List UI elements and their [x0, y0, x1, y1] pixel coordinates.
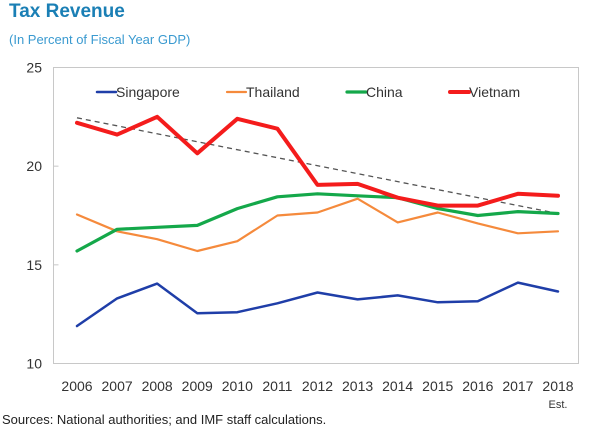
- series-layer: [75, 114, 560, 328]
- x-tick-note: Est.: [549, 399, 568, 411]
- series-line-china: [75, 192, 560, 253]
- y-tick-label: 25: [26, 60, 42, 76]
- x-tick-label: 2012: [302, 378, 333, 394]
- series-line-singapore: [75, 281, 560, 328]
- x-tick-label: 2006: [61, 378, 92, 394]
- y-tick-label: 10: [26, 356, 42, 372]
- x-tick-label: 2017: [502, 378, 533, 394]
- source-note: Sources: National authorities; and IMF s…: [2, 412, 327, 427]
- trendline: [76, 117, 559, 215]
- trendline-layer: [76, 117, 559, 215]
- legend-label-vietnam: Vietnam: [469, 84, 520, 100]
- x-tick-label: 2007: [102, 378, 133, 394]
- series-line-thailand: [75, 197, 560, 253]
- y-axis: 10 15 20 25: [26, 60, 59, 372]
- x-tick-label: 2014: [382, 378, 413, 394]
- x-tick-label: 2008: [142, 378, 173, 394]
- y-tick-label: 20: [26, 158, 42, 174]
- legend-label-china: China: [366, 84, 403, 100]
- legend-label-singapore: Singapore: [116, 84, 180, 100]
- x-tick-label: 2015: [422, 378, 453, 394]
- plot-area-frame: [53, 67, 579, 364]
- x-axis: 2006 2007 2008 2009 2010 2011 2012 2013 2014 2015…: [61, 378, 573, 411]
- x-tick-label: 2011: [262, 378, 292, 394]
- x-tick-label: 2016: [462, 378, 493, 394]
- chart-title: Tax Revenue: [9, 1, 125, 22]
- legend-label-thailand: Thailand: [246, 84, 300, 100]
- x-tick-label: 2010: [222, 378, 253, 394]
- series-line-vietnam: [75, 114, 560, 208]
- x-tick-label: 2018: [542, 378, 573, 394]
- y-tick-label: 15: [26, 257, 42, 273]
- x-tick-label: 2013: [342, 378, 373, 394]
- legend: Singapore Thailand China Vietnam: [95, 84, 520, 100]
- chart-subtitle: (In Percent of Fiscal Year GDP): [9, 32, 191, 47]
- x-tick-label: 2009: [182, 378, 213, 394]
